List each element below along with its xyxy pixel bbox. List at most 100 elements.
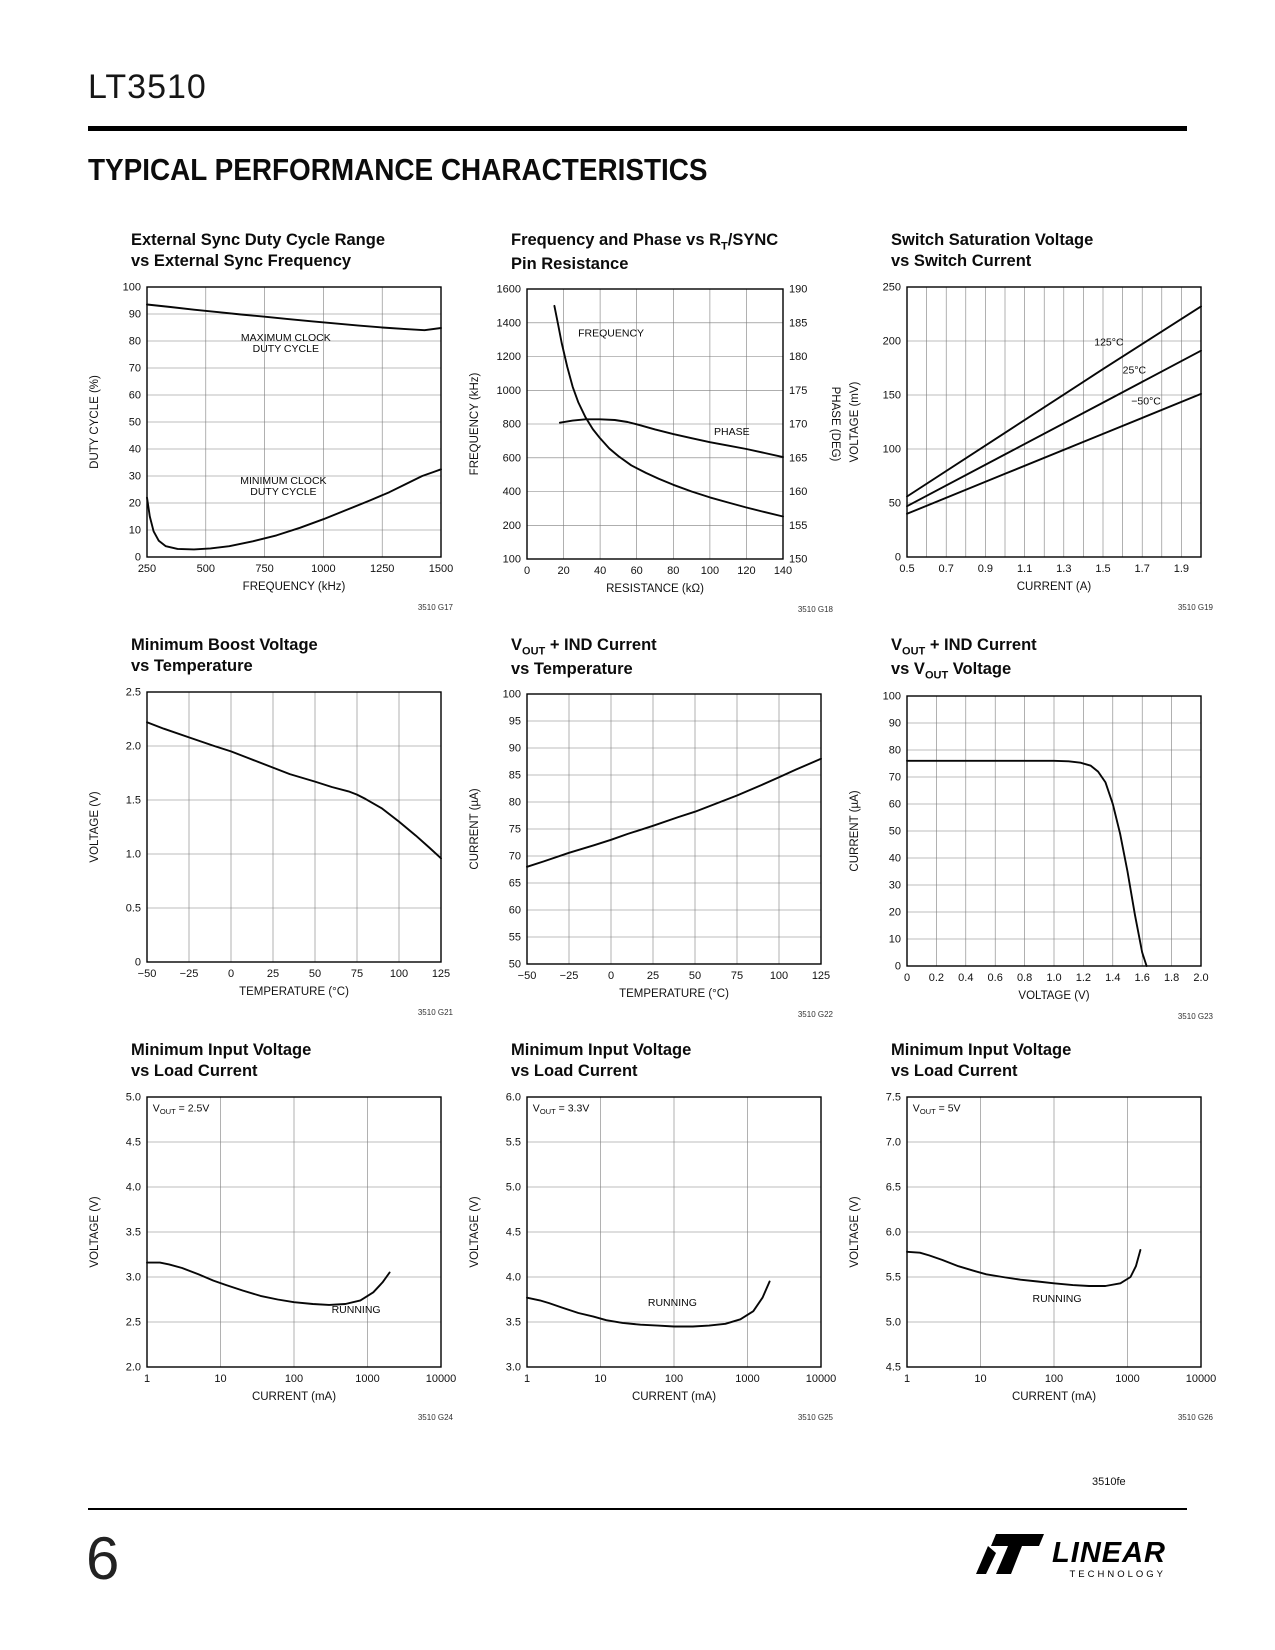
y-tick-label: 0 xyxy=(135,551,141,563)
chart-annotation: FREQUENCY xyxy=(578,327,644,339)
x-tick-label: 50 xyxy=(309,968,321,980)
y-tick-label: 5.5 xyxy=(886,1271,901,1283)
x-tick-label: 40 xyxy=(594,565,606,577)
y2-axis-label: PHASE (DEG) xyxy=(829,387,841,462)
y2-tick-label: 155 xyxy=(789,520,807,532)
chart-title: Switch Saturation Voltage vs Switch Curre… xyxy=(891,231,1094,271)
x-tick-label: 100 xyxy=(665,1373,683,1385)
chart-annotation: 125°C xyxy=(1094,336,1124,348)
y-axis-label: FREQUENCY (kHz) xyxy=(469,373,481,476)
x-tick-label: 1 xyxy=(904,1373,910,1385)
x-axis-label: TEMPERATURE (°C) xyxy=(619,988,729,1000)
y-tick-label: 2.0 xyxy=(126,740,141,752)
x-tick-label: 10 xyxy=(214,1373,226,1385)
x-tick-label: 2.0 xyxy=(1193,972,1208,984)
y-axis-label: VOLTAGE (V) xyxy=(89,1196,101,1267)
chart-annotation: RUNNING xyxy=(648,1297,697,1309)
y-tick-label: 10 xyxy=(129,524,141,536)
chart-g22: VOUT + IND Current vs Temperature −50 −25 0 2… xyxy=(465,635,837,1040)
y-tick-label: 3.5 xyxy=(126,1226,141,1238)
series-phase xyxy=(558,418,784,459)
chart-canvas: 250 500 750 1000 1250 1500 0 10 20 30 40 50 60 70 80 90… xyxy=(89,281,454,612)
chart-annotation: DUTY CYCLE xyxy=(253,343,319,355)
series-frequency xyxy=(553,304,784,518)
chart-annotation: MINIMUM CLOCK xyxy=(240,475,326,487)
y-tick-label: 80 xyxy=(509,797,521,809)
series-boost-voltage xyxy=(146,721,442,860)
y-tick-label: 55 xyxy=(509,932,521,944)
header-rule xyxy=(88,126,1187,131)
x-tick-label: 10 xyxy=(594,1373,606,1385)
series-minimum-clock-duty-cycle xyxy=(146,468,442,551)
y-tick-label: 3.5 xyxy=(506,1316,521,1328)
series-sat-25c xyxy=(906,349,1202,508)
x-tick-label: 120 xyxy=(737,565,755,577)
x-tick-label: 1000 xyxy=(1115,1373,1139,1385)
x-tick-label: 10000 xyxy=(806,1373,837,1385)
x-axis-label: CURRENT (mA) xyxy=(252,1391,336,1403)
x-tick-label: 0 xyxy=(904,972,910,984)
y-tick-label: 100 xyxy=(503,689,521,701)
chart-canvas: −50 −25 0 25 50 75 100 125 0 0.5 1.0 1.5 2.0 2.5 TEMPE… xyxy=(89,686,454,1017)
x-tick-label: 0.8 xyxy=(1017,972,1032,984)
y-tick-label: 6.5 xyxy=(886,1181,901,1193)
x-tick-label: 10 xyxy=(974,1373,986,1385)
x-tick-label: 1 xyxy=(524,1373,530,1385)
x-tick-label: 140 xyxy=(774,565,792,577)
chart-annotation: RUNNING xyxy=(332,1304,381,1316)
series-sat-neg50c xyxy=(906,392,1202,515)
x-tick-label: −50 xyxy=(138,968,157,980)
x-tick-label: 100 xyxy=(390,968,408,980)
chart-annotation: VOUT = 3.3V xyxy=(533,1102,590,1116)
x-tick-label: 1.6 xyxy=(1135,972,1150,984)
chart-canvas: 1 10 100 1000 10000 4.5 5.0 5.5 6.0 6.5 7.0 7.5 CURR… xyxy=(849,1091,1216,1422)
y-tick-label: 100 xyxy=(883,691,901,703)
x-axis-label: CURRENT (A) xyxy=(1017,581,1092,593)
figure-label: 3510 G24 xyxy=(418,1413,454,1422)
section-title: TYPICAL PERFORMANCE CHARACTERISTICS xyxy=(88,152,708,187)
chart-title: Frequency and Phase vs RT/SYNC Pin Resist… xyxy=(511,231,779,273)
linear-technology-logo: LINEAR TECHNOLOGY xyxy=(962,1522,1177,1589)
y-tick-label: 0 xyxy=(895,961,901,973)
y-tick-label: 7.5 xyxy=(886,1091,901,1103)
chart-canvas: 0.5 0.7 0.9 1.1 1.3 1.5 1.7 1.9 0 50 100 150 200 250 C… xyxy=(849,281,1214,612)
x-tick-label: 60 xyxy=(631,565,643,577)
series-vout-ind-current xyxy=(526,757,822,868)
chart-title: Minimum Input Voltage vs Load Current xyxy=(511,1041,692,1081)
x-tick-label: 1 xyxy=(144,1373,150,1385)
y-axis-label: VOLTAGE (mV) xyxy=(849,381,861,462)
y-tick-label: 70 xyxy=(889,772,901,784)
plot-frame xyxy=(906,695,1202,967)
y-tick-label: 200 xyxy=(503,520,521,532)
y-tick-label: 2.0 xyxy=(126,1361,141,1373)
x-tick-label: 125 xyxy=(432,968,450,980)
y-tick-label: 0 xyxy=(135,956,141,968)
x-tick-label: 1000 xyxy=(355,1373,379,1385)
chart-canvas: 1 10 100 1000 10000 2.0 2.5 3.0 3.5 4.0 4.5 5.0 CURR… xyxy=(89,1091,456,1422)
x-tick-label: 0.2 xyxy=(929,972,944,984)
y-tick-label: 75 xyxy=(509,824,521,836)
y-tick-label: 1.5 xyxy=(126,794,141,806)
y-tick-label: 4.0 xyxy=(126,1181,141,1193)
plot-frame xyxy=(526,288,784,560)
chart-g23: VOUT + IND Current vs VOUT Voltage 0 0.2 0.4… xyxy=(845,635,1217,1040)
y-tick-label: 80 xyxy=(889,745,901,757)
chart-annotation: DUTY CYCLE xyxy=(250,486,316,498)
x-tick-label: 1.0 xyxy=(1046,972,1061,984)
page-number: 6 xyxy=(86,1525,120,1592)
plot-frame xyxy=(906,286,1202,558)
y-tick-label: 100 xyxy=(123,281,141,293)
chart-title: VOUT + IND Current vs Temperature xyxy=(511,636,657,678)
y-tick-label: 40 xyxy=(129,443,141,455)
y-tick-label: 90 xyxy=(509,743,521,755)
chart-g18: Frequency and Phase vs RT/SYNC Pin Resist… xyxy=(465,230,841,635)
x-tick-label: 0 xyxy=(608,970,614,982)
footer-code: 3510fe xyxy=(1092,1476,1126,1488)
chart-annotation: −50°C xyxy=(1131,396,1161,408)
figure-label: 3510 G17 xyxy=(418,603,454,612)
x-tick-label: 50 xyxy=(689,970,701,982)
y-tick-label: 200 xyxy=(883,335,901,347)
x-axis-label: VOLTAGE (V) xyxy=(1018,990,1089,1002)
plot-frame xyxy=(906,1096,1202,1368)
